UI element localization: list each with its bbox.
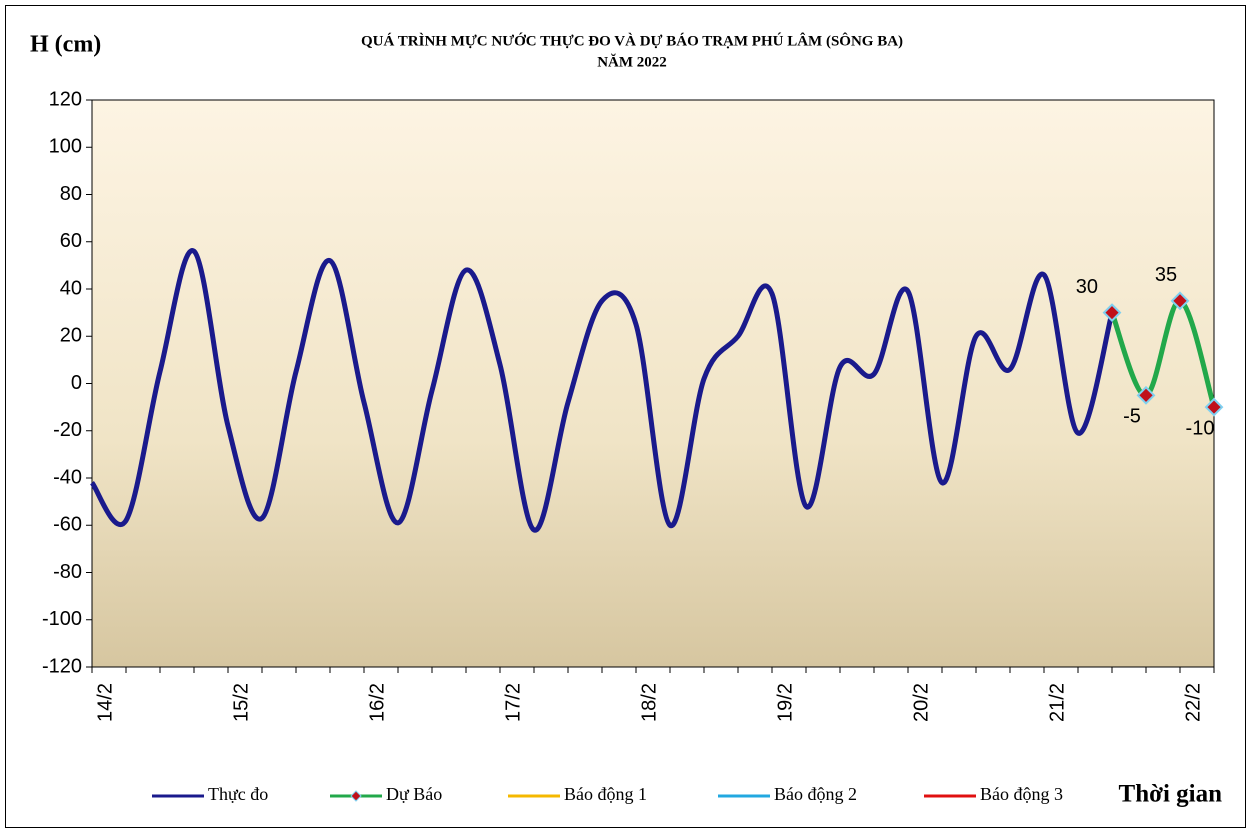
- marker: [1170, 291, 1190, 311]
- y-tick-label: -120: [42, 655, 82, 677]
- y-tick-label: 20: [60, 325, 82, 347]
- legend-label: Báo động 2: [774, 784, 857, 804]
- y-tick-label: 60: [60, 230, 82, 252]
- y-tick-label: -20: [53, 419, 82, 441]
- x-tick-label: 17/2: [502, 683, 524, 722]
- x-tick-label: 14/2: [94, 683, 116, 722]
- x-tick-label: 16/2: [366, 683, 388, 722]
- legend-label: Dự Báo: [386, 784, 442, 804]
- data-label: 30: [1076, 276, 1098, 298]
- x-tick-label: 22/2: [1182, 683, 1204, 722]
- data-label: -5: [1123, 406, 1141, 428]
- chart-title: QUÁ TRÌNH MỰC NƯỚC THỰC ĐO VÀ DỰ BÁO TRẠ…: [361, 32, 903, 49]
- x-axis-label: Thời gian: [1119, 781, 1223, 808]
- x-tick-label: 21/2: [1046, 683, 1068, 722]
- y-tick-label: 80: [60, 183, 82, 205]
- x-tick-label: 18/2: [638, 683, 660, 722]
- marker: [1136, 385, 1156, 405]
- chart-subtitle: NĂM 2022: [597, 53, 667, 70]
- y-tick-label: -100: [42, 608, 82, 630]
- x-tick-label: 20/2: [910, 683, 932, 722]
- marker: [1102, 303, 1122, 323]
- y-tick-label: 100: [49, 136, 82, 158]
- x-tick-label: 19/2: [774, 683, 796, 722]
- line-series: [89, 248, 1115, 533]
- data-label: -10: [1186, 417, 1215, 439]
- data-label: 35: [1155, 264, 1177, 286]
- y-tick-label: 0: [71, 372, 82, 394]
- y-tick-label: -40: [53, 466, 82, 488]
- y-tick-label: 40: [60, 277, 82, 299]
- y-tick-label: -80: [53, 561, 82, 583]
- line-series: [1109, 298, 1217, 408]
- legend-label: Báo động 1: [564, 784, 647, 804]
- plot-area: [91, 99, 1215, 668]
- legend-label: Thực đo: [208, 784, 268, 804]
- y-axis-label: H (cm): [30, 32, 101, 58]
- y-tick-label: 120: [49, 88, 82, 110]
- legend-label: Báo động 3: [980, 784, 1063, 804]
- y-tick-label: -60: [53, 514, 82, 536]
- legend-marker: [350, 790, 362, 802]
- marker: [1204, 397, 1224, 417]
- x-tick-label: 15/2: [230, 683, 252, 722]
